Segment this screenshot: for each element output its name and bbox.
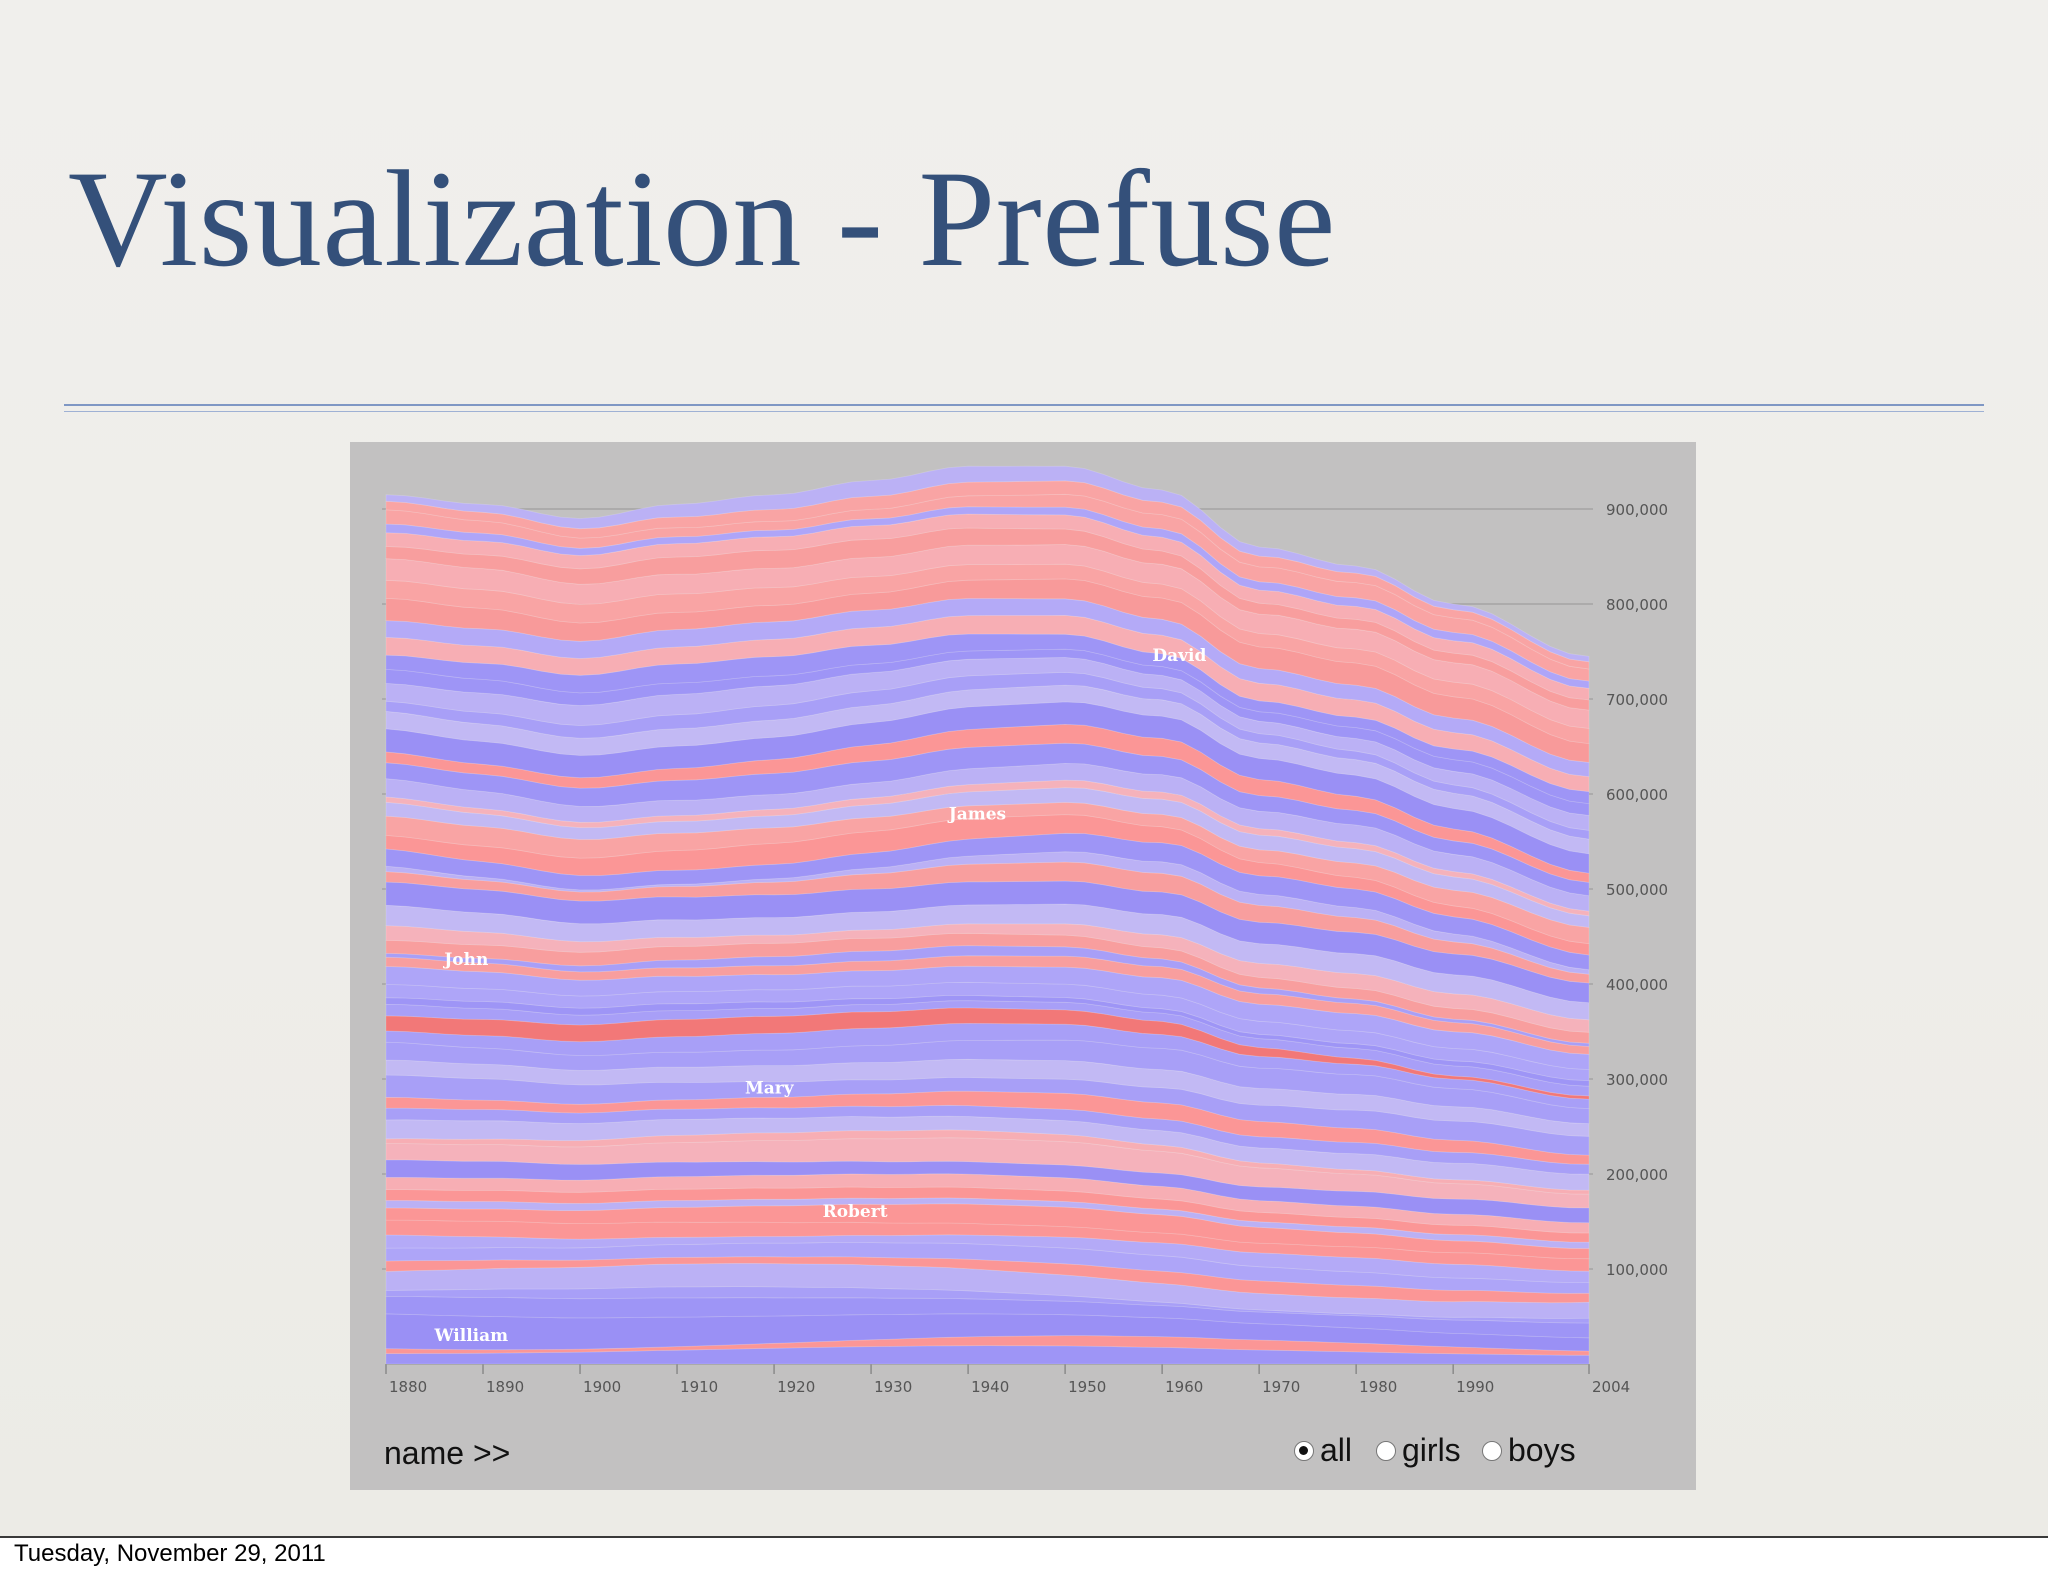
stream-label-robert: Robert	[823, 1202, 888, 1222]
radio-girls-icon[interactable]	[1376, 1440, 1396, 1461]
filter-girls-label: girls	[1402, 1432, 1461, 1468]
radio-boys-icon[interactable]	[1482, 1440, 1502, 1461]
stream-label-william: William	[434, 1326, 509, 1346]
x-tick-label: 1900	[583, 1378, 621, 1396]
stream-label-james: James	[947, 805, 1006, 825]
title-divider	[64, 404, 1984, 406]
boy-name-stream[interactable]	[385, 465, 1590, 663]
x-tick-label: 1890	[486, 1378, 524, 1396]
filter-all-label: all	[1320, 1432, 1353, 1468]
slide-title: Visualization - Prefuse	[68, 142, 1336, 295]
x-tick-label: 1940	[971, 1378, 1009, 1396]
y-tick-label: 400,000	[1606, 976, 1668, 994]
y-tick-label: 700,000	[1606, 691, 1668, 709]
filter-all[interactable]: all	[1294, 1432, 1352, 1469]
stream-label-david: David	[1152, 646, 1206, 666]
x-tick-label: 1910	[680, 1378, 718, 1396]
stream-label-mary: Mary	[745, 1078, 795, 1098]
y-tick-label: 900,000	[1606, 501, 1668, 519]
x-tick-label: 1990	[1456, 1378, 1494, 1396]
filter-boys[interactable]: boys	[1482, 1432, 1576, 1469]
stacked-area-chart[interactable]: 100,000 200,000 300,000 400,000 500,000 600,0…	[350, 442, 1696, 1422]
name-voyager-visualization[interactable]: 100,000 200,000 300,000 400,000 500,000 600,0…	[350, 442, 1696, 1490]
stream-bands	[385, 465, 1590, 1365]
y-tick-label: 600,000	[1606, 786, 1668, 804]
filter-boys-label: boys	[1508, 1432, 1576, 1468]
x-tick-label: 1980	[1359, 1378, 1397, 1396]
slide: Visualization - Prefuse 100,000 200,000 30…	[0, 0, 2048, 1538]
name-search-link[interactable]: name >>	[384, 1435, 511, 1471]
x-tick-label: 1960	[1165, 1378, 1203, 1396]
radio-all-icon[interactable]	[1294, 1440, 1314, 1461]
stream-label-john: John	[442, 950, 488, 970]
x-tick-label: 1970	[1262, 1378, 1300, 1396]
x-tick-label: 1920	[777, 1378, 815, 1396]
title-divider-secondary	[64, 411, 1984, 412]
filter-girls[interactable]: girls	[1376, 1432, 1461, 1469]
x-tick-label: 1930	[874, 1378, 912, 1396]
y-tick-label: 200,000	[1606, 1166, 1668, 1184]
x-tick-label: 1950	[1068, 1378, 1106, 1396]
y-tick-label: 500,000	[1606, 881, 1668, 899]
x-tick-label: 2004	[1592, 1378, 1630, 1396]
y-tick-label: 800,000	[1606, 596, 1668, 614]
y-tick-label: 300,000	[1606, 1071, 1668, 1089]
x-tick-label: 1880	[389, 1378, 427, 1396]
y-tick-label: 100,000	[1606, 1261, 1668, 1279]
slide-date: Tuesday, November 29, 2011	[14, 1540, 326, 1567]
